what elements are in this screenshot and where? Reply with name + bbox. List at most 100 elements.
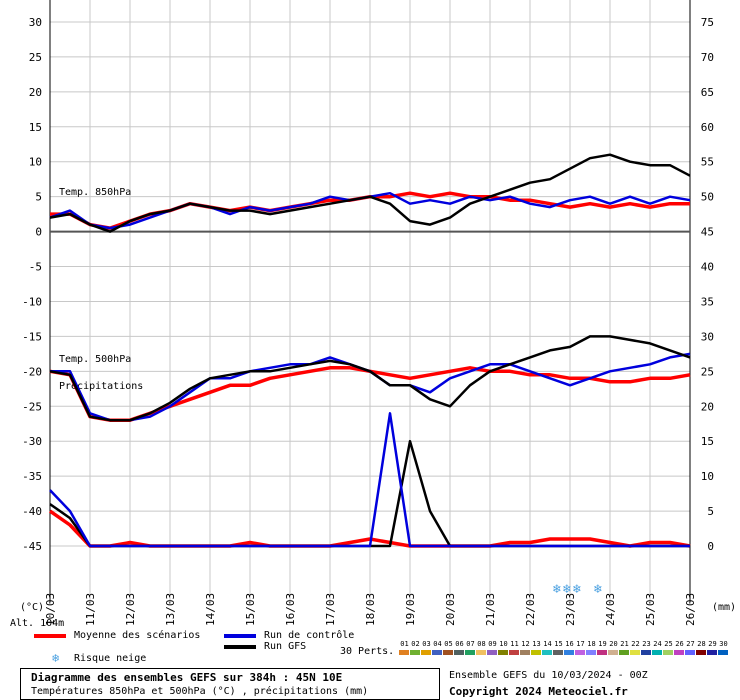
series-precip_control	[49, 412, 690, 548]
perturbation-number: 28	[697, 640, 706, 648]
perturbation-swatch	[608, 650, 618, 655]
x-axis-tick-label: 13/03	[164, 593, 177, 626]
x-axis-tick-label: 10/03	[44, 593, 57, 626]
perturbation-swatch	[663, 650, 673, 655]
snow-risk-marker: ❄	[572, 582, 581, 597]
right-axis-tick-label: 15	[701, 435, 714, 448]
perturbation-swatch	[498, 650, 508, 655]
perturbation-number: 14	[543, 640, 552, 648]
right-axis-tick-label: 40	[701, 261, 714, 274]
left-axis-tick-label: 30	[29, 16, 42, 29]
x-axis-tick-label: 17/03	[324, 593, 337, 626]
perturbation-swatch	[619, 650, 629, 655]
left-axis-tick-label: 20	[29, 86, 42, 99]
perturbation-number: 06	[455, 640, 464, 648]
perturbation-number: 27	[686, 640, 695, 648]
left-axis-tick-label: -20	[22, 365, 42, 378]
perturbation-swatch	[509, 650, 519, 655]
legend-gfs-label: Run GFS	[264, 641, 307, 652]
legend-mean-label: Moyenne des scénarios	[74, 630, 201, 641]
snow-risk-marker: ❄	[562, 582, 571, 597]
legend-control-swatch	[224, 634, 256, 638]
perturbation-number: 13	[532, 640, 541, 648]
perturbation-number: 07	[466, 640, 475, 648]
right-axis-tick-label: 50	[701, 191, 714, 204]
x-axis-tick-label: 16/03	[284, 593, 297, 626]
legend-mean-swatch	[34, 634, 66, 638]
perturbation-swatch	[531, 650, 541, 655]
left-axis-tick-label: -5	[29, 261, 42, 274]
perturbation-number: 04	[433, 640, 442, 648]
legend-snow-label: Risque neige	[74, 653, 147, 664]
snow-risk-marker: ❄	[552, 582, 561, 597]
right-axis-tick-label: 60	[701, 121, 714, 134]
perturbation-number: 25	[664, 640, 673, 648]
x-axis-tick-label: 20/03	[444, 593, 457, 626]
left-axis-tick-label: -35	[22, 470, 42, 483]
left-axis-unit: (°C)	[20, 602, 44, 613]
right-axis-tick-label: 35	[701, 295, 714, 308]
perturbation-number: 26	[675, 640, 684, 648]
perturbation-number: 22	[631, 640, 640, 648]
perturbation-number: 09	[488, 640, 497, 648]
perturbation-swatch	[586, 650, 596, 655]
perturbation-number: 11	[510, 640, 519, 648]
perturbation-number: 03	[422, 640, 431, 648]
perturbation-number: 15	[554, 640, 563, 648]
right-axis-tick-label: 75	[701, 16, 714, 29]
left-axis-tick-label: -30	[22, 435, 42, 448]
perturbation-swatch	[476, 650, 486, 655]
x-axis-tick-label: 11/03	[84, 593, 97, 626]
perturbation-swatch	[432, 650, 442, 655]
perturbation-number: 19	[598, 640, 607, 648]
x-axis-tick-label: 14/03	[204, 593, 217, 626]
right-axis-tick-label: 20	[701, 400, 714, 413]
perturbation-swatch	[575, 650, 585, 655]
right-axis-tick-label: 55	[701, 156, 714, 169]
series-t850_gfs	[49, 153, 691, 233]
perturbation-swatch	[707, 650, 717, 655]
annotation-label: Alt. 104m	[10, 618, 64, 629]
perturbation-swatch	[641, 650, 651, 655]
perturbation-number: 05	[444, 640, 453, 648]
left-axis-tick-label: -15	[22, 330, 42, 343]
perturbation-swatch	[553, 650, 563, 655]
perturbation-swatch	[465, 650, 475, 655]
perturbation-number: 16	[565, 640, 574, 648]
run-info: Ensemble GEFS du 10/03/2024 - 00Z	[449, 670, 648, 681]
x-axis-tick-label: 12/03	[124, 593, 137, 626]
right-axis-tick-label: 65	[701, 86, 714, 99]
annotation-label: Temp. 850hPa	[59, 187, 131, 198]
legend-gfs-swatch	[224, 645, 256, 649]
right-axis-tick-label: 45	[701, 226, 714, 239]
footer-subtitle: Températures 850hPa et 500hPa (°C) , pré…	[31, 686, 369, 697]
perturbation-swatch	[564, 650, 574, 655]
perturbation-swatch	[597, 650, 607, 655]
perturbation-number: 18	[587, 640, 596, 648]
x-axis-tick-label: 21/03	[484, 593, 497, 626]
perturbation-swatch	[685, 650, 695, 655]
series-t500_gfs	[49, 335, 691, 422]
perturbation-swatch	[542, 650, 552, 655]
snow-risk-marker: ❄	[593, 582, 602, 597]
copyright: Copyright 2024 Meteociel.fr	[449, 685, 628, 698]
annotation-label: Précipitations	[59, 380, 143, 392]
perturbation-number: 01	[400, 640, 409, 648]
right-axis-tick-label: 5	[707, 505, 714, 518]
right-axis-tick-label: 25	[701, 365, 714, 378]
footer-title: Diagramme des ensembles GEFS sur 384h : …	[31, 671, 343, 684]
perturbation-number: 24	[653, 640, 662, 648]
perturbation-number: 29	[708, 640, 717, 648]
right-axis-tick-label: 30	[701, 330, 714, 343]
left-axis-tick-label: -45	[22, 540, 42, 553]
left-axis-tick-label: 25	[29, 51, 42, 64]
right-axis-tick-label: 70	[701, 51, 714, 64]
footer-title-box: Diagramme des ensembles GEFS sur 384h : …	[20, 668, 440, 700]
perturbation-swatch	[410, 650, 420, 655]
annotation-label: Temp. 500hPa	[59, 354, 131, 365]
left-axis-tick-label: 5	[35, 191, 42, 204]
left-axis-tick-label: 0	[35, 226, 42, 239]
snowflake-icon: ❄	[52, 651, 60, 665]
perturbation-swatch	[630, 650, 640, 655]
